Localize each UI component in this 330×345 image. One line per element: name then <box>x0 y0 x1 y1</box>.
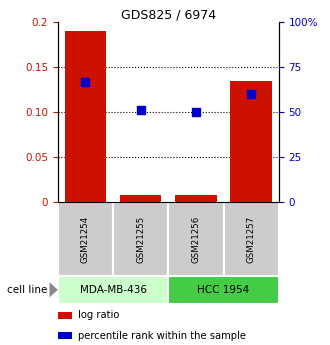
Bar <box>113 202 168 276</box>
Bar <box>175 195 217 202</box>
Bar <box>230 81 272 202</box>
Text: percentile rank within the sample: percentile rank within the sample <box>78 331 246 341</box>
Bar <box>168 276 279 304</box>
Text: HCC 1954: HCC 1954 <box>197 285 250 295</box>
Bar <box>223 202 279 276</box>
Text: GSM21257: GSM21257 <box>247 215 256 263</box>
Bar <box>58 276 168 304</box>
Bar <box>120 195 161 202</box>
Point <box>138 108 143 113</box>
Bar <box>58 332 72 339</box>
Bar <box>58 312 72 319</box>
Point <box>83 79 88 85</box>
Text: cell line: cell line <box>8 285 48 295</box>
Title: GDS825 / 6974: GDS825 / 6974 <box>121 8 216 21</box>
Bar <box>58 202 113 276</box>
Text: log ratio: log ratio <box>78 310 119 320</box>
Text: GSM21254: GSM21254 <box>81 215 90 263</box>
Polygon shape <box>50 282 58 297</box>
Bar <box>168 202 224 276</box>
Text: GSM21256: GSM21256 <box>191 215 200 263</box>
Point <box>248 91 254 97</box>
Text: GSM21255: GSM21255 <box>136 215 145 263</box>
Text: MDA-MB-436: MDA-MB-436 <box>80 285 147 295</box>
Bar <box>65 31 106 202</box>
Point <box>193 109 199 115</box>
